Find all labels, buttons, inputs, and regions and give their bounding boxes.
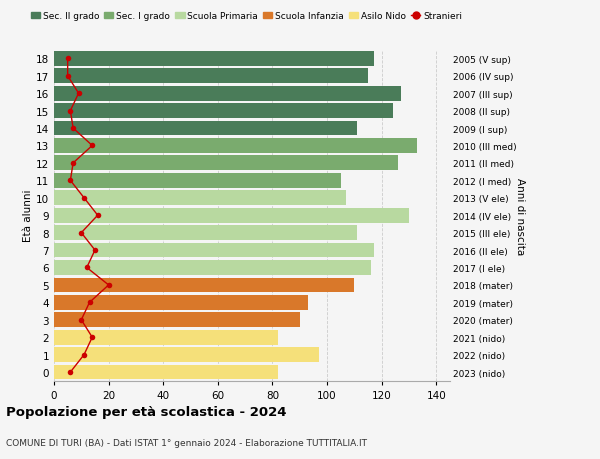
- Bar: [54, 139, 417, 154]
- Bar: [54, 208, 409, 223]
- Y-axis label: Età alunni: Età alunni: [23, 190, 33, 242]
- Bar: [54, 261, 371, 275]
- Bar: [54, 156, 398, 171]
- Bar: [54, 330, 278, 345]
- Bar: [54, 87, 401, 101]
- Bar: [54, 104, 392, 119]
- Bar: [54, 226, 357, 241]
- Text: COMUNE DI TURI (BA) - Dati ISTAT 1° gennaio 2024 - Elaborazione TUTTITALIA.IT: COMUNE DI TURI (BA) - Dati ISTAT 1° genn…: [6, 438, 367, 447]
- Bar: [54, 52, 374, 67]
- Text: Popolazione per età scolastica - 2024: Popolazione per età scolastica - 2024: [6, 405, 287, 419]
- Bar: [54, 278, 355, 293]
- Bar: [54, 365, 278, 380]
- Bar: [54, 243, 374, 258]
- Bar: [54, 313, 300, 327]
- Bar: [54, 121, 357, 136]
- Bar: [54, 69, 368, 84]
- Bar: [54, 191, 346, 206]
- Bar: [54, 295, 308, 310]
- Bar: [54, 347, 319, 362]
- Bar: [54, 174, 341, 188]
- Legend: Sec. II grado, Sec. I grado, Scuola Primaria, Scuola Infanzia, Asilo Nido, Stran: Sec. II grado, Sec. I grado, Scuola Prim…: [31, 12, 462, 21]
- Y-axis label: Anni di nascita: Anni di nascita: [515, 177, 525, 254]
